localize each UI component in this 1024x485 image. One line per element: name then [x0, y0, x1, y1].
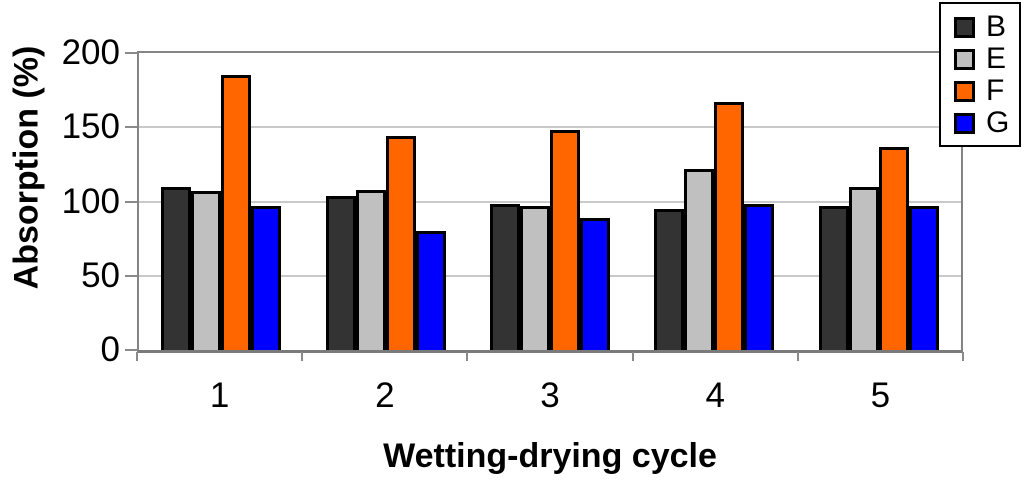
- bar-G-cycle-2: [415, 231, 446, 350]
- bar-E-cycle-1: [191, 191, 222, 350]
- bar-E-cycle-5: [848, 187, 879, 350]
- plot-area: [137, 51, 963, 353]
- legend-item-B: B: [954, 11, 1019, 43]
- bar-G-cycle-4: [744, 204, 775, 350]
- x-axis-tick: [466, 352, 469, 361]
- bar-F-cycle-2: [385, 136, 416, 350]
- legend-swatch-B: [954, 16, 975, 38]
- x-tick-label: 3: [540, 376, 560, 415]
- x-tick-label: 4: [705, 376, 725, 415]
- x-axis-title: Wetting-drying cycle: [383, 437, 717, 475]
- legend-item-F: F: [954, 75, 1019, 107]
- x-axis-tick: [631, 352, 634, 361]
- bar-F-cycle-1: [221, 75, 252, 350]
- y-axis-tick: [125, 200, 137, 203]
- legend-label: G: [986, 106, 1010, 139]
- y-tick-label: 150: [61, 107, 120, 147]
- x-axis-tick: [796, 352, 799, 361]
- bar-B-cycle-4: [654, 209, 685, 350]
- bar-E-cycle-2: [355, 190, 386, 350]
- x-tick-label: 1: [209, 376, 230, 415]
- legend-swatch-E: [954, 48, 975, 70]
- legend-label: B: [986, 10, 1007, 43]
- x-tick-label: 5: [870, 376, 891, 415]
- y-axis-tick: [125, 52, 137, 54]
- bar-F-cycle-5: [878, 147, 909, 350]
- y-tick-label: 100: [61, 181, 120, 221]
- x-axis-tick: [962, 352, 964, 361]
- bar-B-cycle-2: [325, 196, 356, 350]
- legend-item-G: G: [954, 107, 1019, 139]
- legend-swatch-F: [954, 80, 975, 102]
- legend-label: E: [986, 42, 1007, 75]
- legend-swatch-G: [954, 112, 975, 134]
- gridline: [139, 126, 961, 129]
- bar-E-cycle-3: [520, 206, 550, 350]
- bar-B-cycle-1: [161, 187, 192, 350]
- y-tick-label: 200: [61, 33, 120, 72]
- y-axis-tick: [125, 349, 137, 351]
- legend-label: F: [986, 74, 1005, 107]
- y-axis-tick: [125, 274, 137, 277]
- bar-G-cycle-5: [908, 206, 939, 350]
- bar-E-cycle-4: [684, 169, 715, 350]
- bar-B-cycle-5: [818, 206, 849, 350]
- bar-F-cycle-4: [714, 102, 745, 350]
- bar-G-cycle-3: [580, 218, 610, 350]
- y-axis-tick: [125, 126, 137, 129]
- bar-F-cycle-3: [550, 130, 580, 350]
- y-tick-label: 0: [100, 330, 120, 369]
- bar-B-cycle-3: [490, 204, 520, 350]
- x-tick-label: 2: [375, 376, 395, 415]
- bar-G-cycle-1: [251, 206, 282, 350]
- x-axis-tick: [301, 352, 304, 361]
- legend-item-E: E: [954, 43, 1019, 75]
- x-axis-tick: [136, 352, 138, 361]
- y-tick-label: 50: [81, 255, 120, 295]
